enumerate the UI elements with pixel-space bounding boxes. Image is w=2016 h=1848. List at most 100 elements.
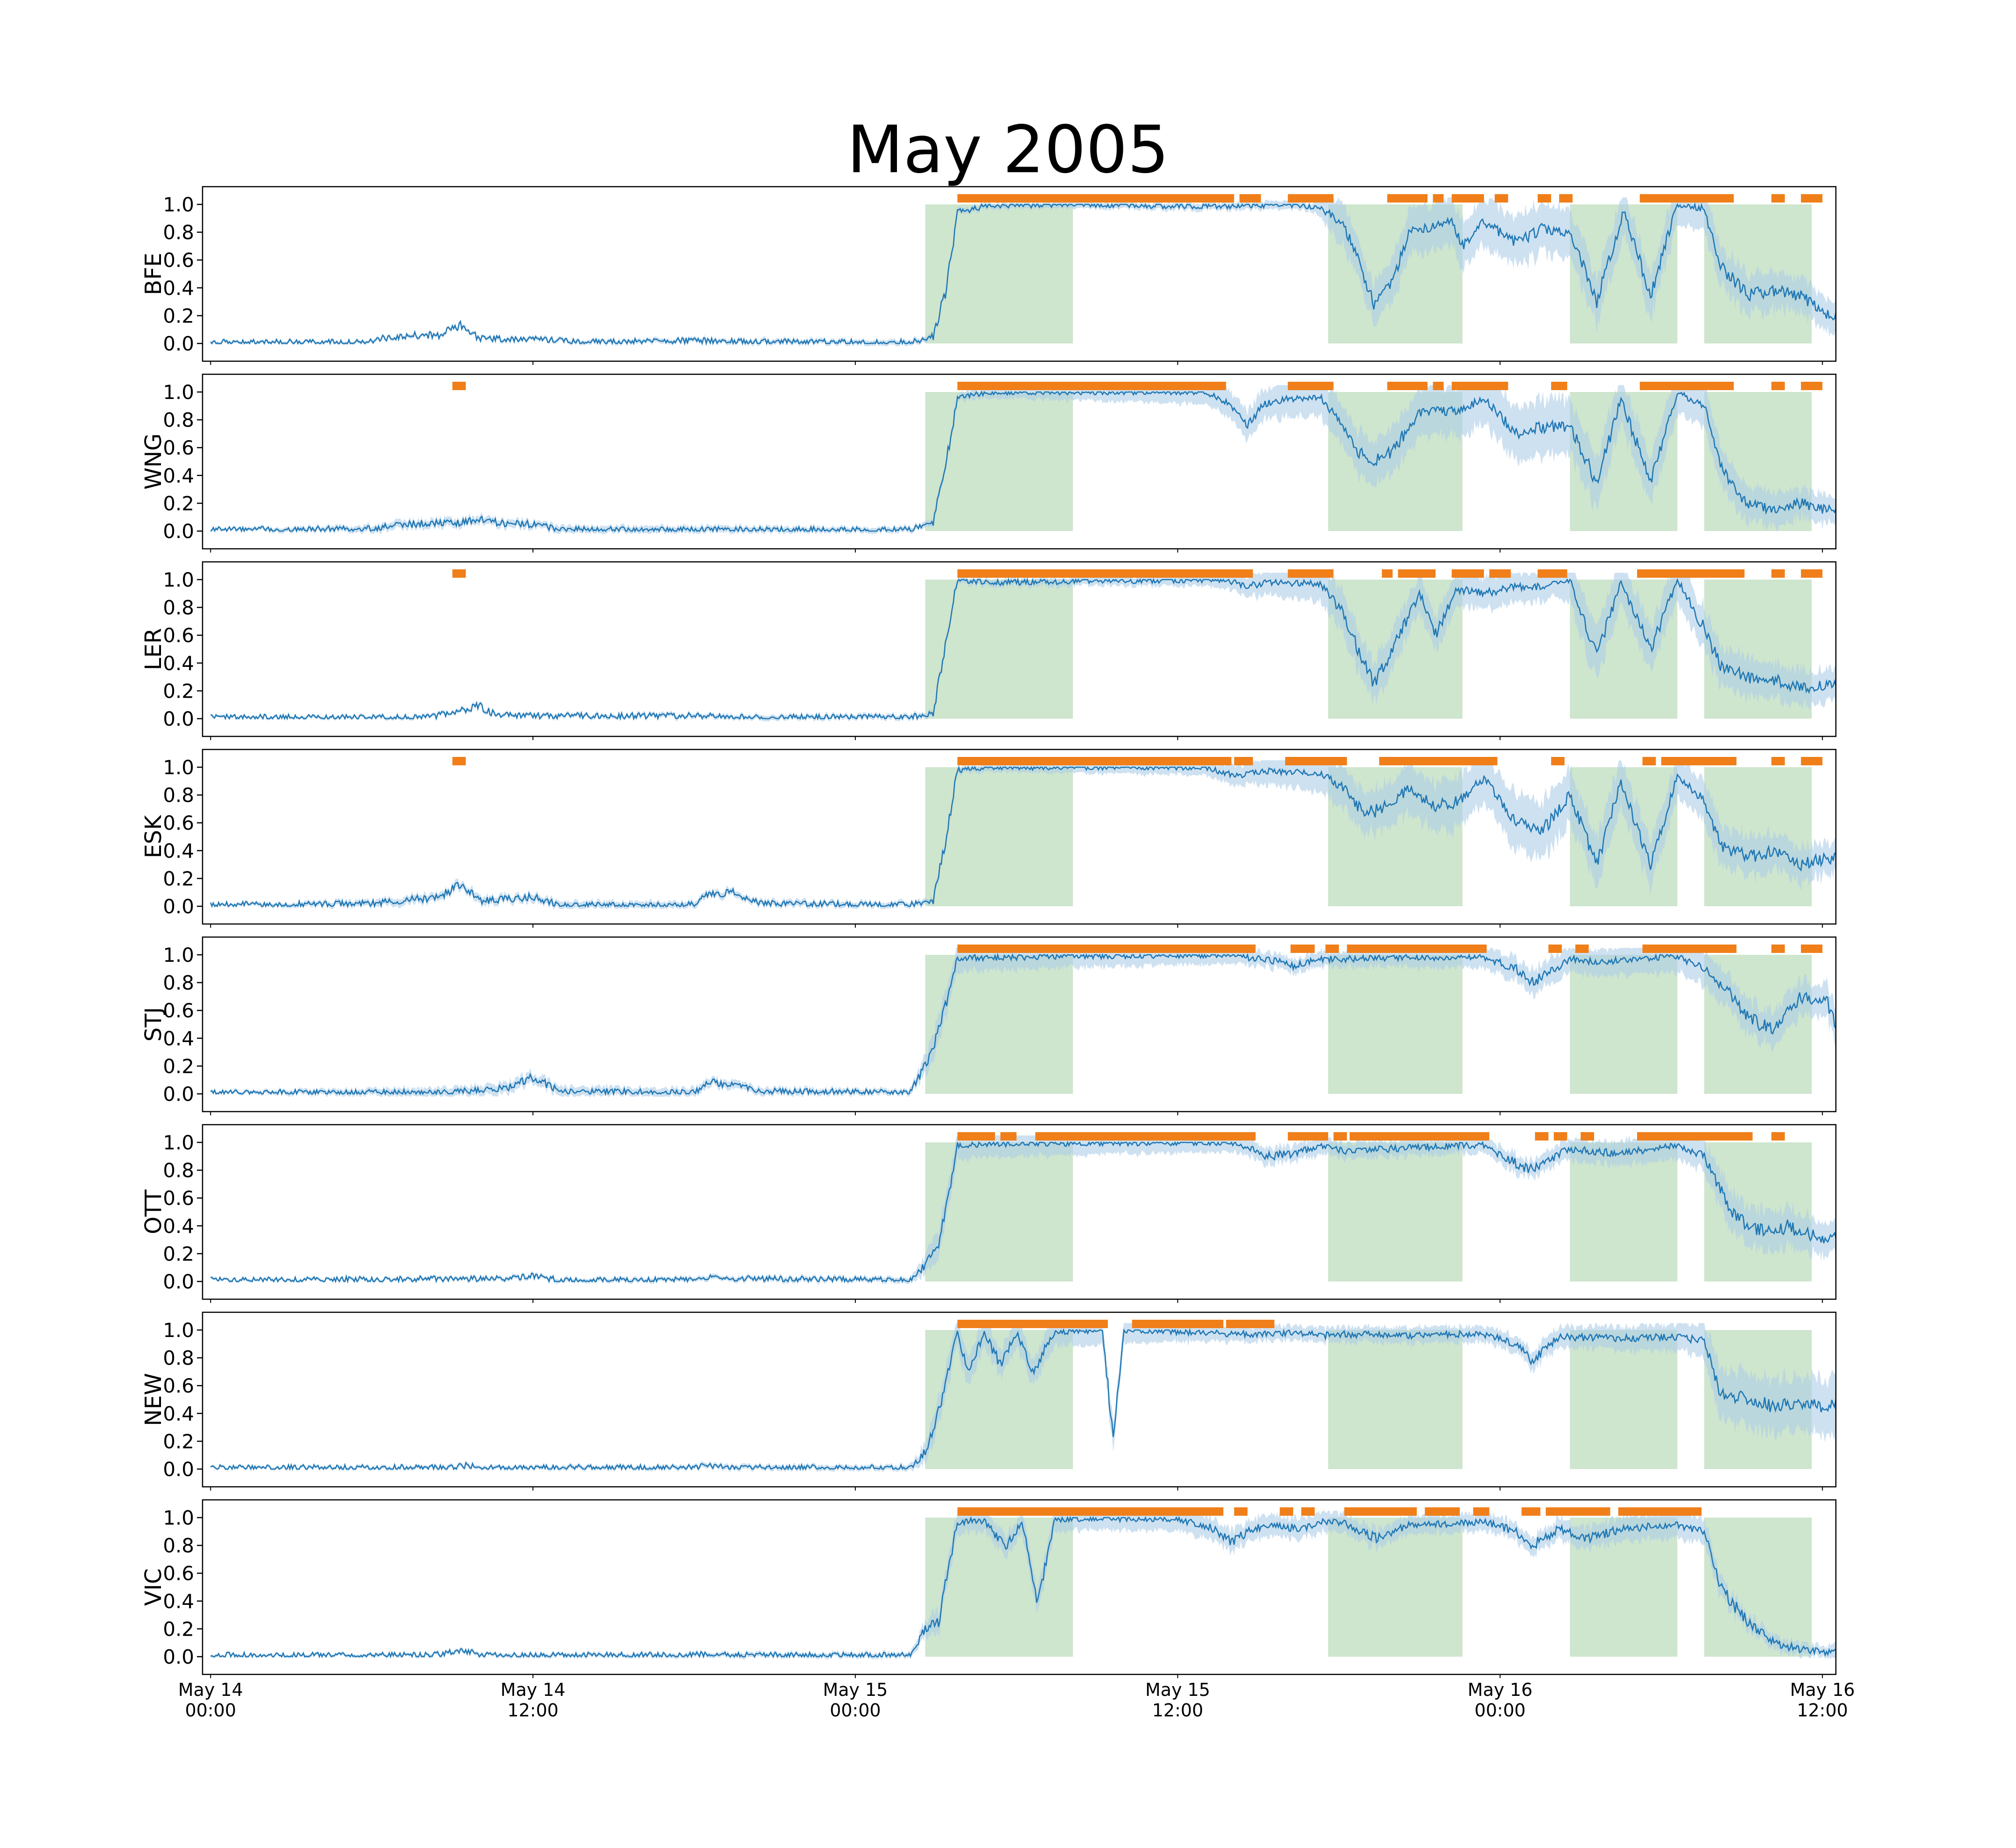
shaded-period	[925, 392, 1073, 531]
y-tick-label: 0.6	[163, 1562, 194, 1585]
event-marker	[1288, 569, 1334, 578]
y-tick-label: 0.2	[163, 304, 194, 327]
x-tick-label: May 14	[178, 1680, 243, 1700]
station-label: NEW	[140, 1373, 167, 1426]
shaded-period	[925, 580, 1073, 719]
event-marker	[452, 382, 466, 390]
y-tick-label: 0.4	[163, 464, 194, 487]
x-tick-label: May 15	[823, 1680, 888, 1700]
event-marker	[1035, 1132, 1256, 1141]
event-marker	[1639, 194, 1734, 203]
x-tick-label: 00:00	[185, 1700, 237, 1721]
event-marker	[1288, 1132, 1329, 1141]
event-marker	[1451, 194, 1484, 203]
shaded-period	[1570, 1330, 1678, 1469]
y-tick-label: 1.0	[163, 944, 194, 966]
shaded-period	[925, 955, 1073, 1094]
y-tick-label: 0.2	[163, 1055, 194, 1078]
panel-vic: 0.0 0.2 0.4 0.6 0.8 1.0 VIC	[140, 1499, 1837, 1678]
y-tick-label: 0.8	[163, 1534, 194, 1557]
chart-title: May 2005	[847, 112, 1169, 188]
station-label: WNG	[140, 434, 167, 490]
event-marker	[1551, 382, 1568, 390]
event-marker	[1575, 945, 1589, 953]
event-marker	[957, 945, 1256, 953]
uncertainty-band	[210, 948, 1836, 1097]
y-tick-label: 0.0	[163, 1458, 194, 1481]
y-tick-label: 0.2	[163, 1430, 194, 1453]
y-tick-label: 0.4	[163, 1402, 194, 1425]
y-tick-label: 0.2	[163, 679, 194, 702]
x-tick-label: 12:00	[1152, 1700, 1204, 1721]
event-marker	[1801, 382, 1823, 390]
series-line	[210, 952, 1837, 1096]
y-tick-label: 0.8	[163, 221, 194, 244]
event-marker	[1559, 194, 1573, 203]
event-marker	[1801, 569, 1823, 578]
y-tick-label: 0.2	[163, 867, 194, 890]
x-tick-label: 12:00	[1797, 1700, 1848, 1721]
uncertainty-band	[210, 1135, 1836, 1284]
event-marker	[1554, 1132, 1568, 1141]
y-tick-label: 0.8	[163, 1347, 194, 1370]
y-tick-label: 0.4	[163, 840, 194, 862]
y-tick-label: 0.0	[163, 332, 194, 355]
uncertainty-band	[210, 197, 1836, 346]
series-line	[210, 390, 1837, 533]
event-marker	[957, 1320, 1108, 1328]
y-tick-label: 1.0	[163, 568, 194, 591]
series-line	[210, 1328, 1837, 1471]
panel-frame	[202, 1311, 1837, 1488]
shaded-period	[1570, 955, 1678, 1094]
y-tick-label: 0.0	[163, 895, 194, 918]
panel-wng: 0.0 0.2 0.4 0.6 0.8 1.0 WNG	[140, 373, 1837, 553]
event-marker	[1639, 382, 1734, 390]
y-tick-label: 0.2	[163, 1617, 194, 1640]
shaded-period	[925, 1142, 1073, 1281]
y-tick-label: 0.6	[163, 1187, 194, 1210]
y-tick-label: 0.4	[163, 652, 194, 675]
event-marker	[1451, 382, 1508, 390]
series-line	[210, 765, 1836, 909]
y-tick-label: 0.2	[163, 492, 194, 515]
event-marker	[1637, 569, 1745, 578]
x-tick-label: May 16	[1790, 1680, 1855, 1700]
event-marker	[957, 194, 1234, 203]
station-label: VIC	[140, 1568, 167, 1606]
y-tick-label: 0.0	[163, 1083, 194, 1106]
event-marker	[1344, 1507, 1417, 1516]
event-marker	[1642, 757, 1656, 765]
event-marker	[957, 757, 1232, 765]
y-tick-label: 0.0	[163, 520, 194, 543]
series-line	[210, 202, 1837, 346]
event-marker	[452, 757, 466, 765]
x-tick-label: May 14	[501, 1680, 566, 1700]
station-label: LER	[140, 628, 167, 670]
y-tick-label: 1.0	[163, 1319, 194, 1342]
panel-esk: 0.0 0.2 0.4 0.6 0.8 1.0 ESK	[140, 749, 1837, 928]
event-marker	[1239, 194, 1261, 203]
y-tick-label: 1.0	[163, 1506, 194, 1529]
y-tick-label: 0.8	[163, 1159, 194, 1182]
y-tick-label: 0.6	[163, 812, 194, 834]
event-marker	[1771, 1132, 1785, 1141]
event-marker	[1771, 382, 1785, 390]
panel-frame	[202, 373, 1837, 550]
shaded-period	[925, 204, 1073, 343]
event-marker	[1387, 382, 1428, 390]
y-tick-label: 0.6	[163, 1374, 194, 1397]
y-tick-label: 0.8	[163, 596, 194, 619]
event-marker	[1548, 945, 1562, 953]
shaded-period	[1328, 1518, 1463, 1657]
event-marker	[957, 569, 1253, 578]
uncertainty-band	[210, 573, 1836, 721]
shaded-period	[1328, 1330, 1463, 1469]
event-marker	[1132, 1320, 1224, 1328]
event-marker	[1546, 1507, 1610, 1516]
event-marker	[1771, 194, 1785, 203]
shaded-period	[925, 767, 1073, 906]
event-marker	[1489, 569, 1511, 578]
y-tick-label: 0.8	[163, 409, 194, 432]
event-marker	[1801, 194, 1823, 203]
